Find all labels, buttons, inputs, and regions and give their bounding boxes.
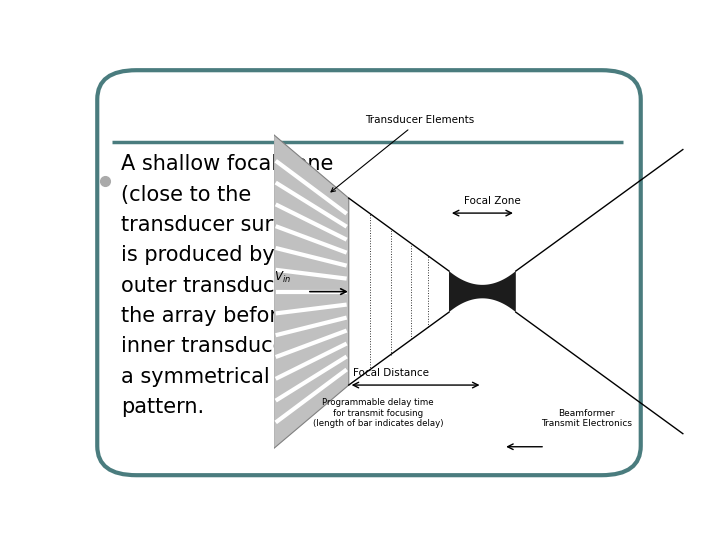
FancyBboxPatch shape <box>97 70 641 475</box>
Text: outer transducers in: outer transducers in <box>121 275 332 295</box>
Polygon shape <box>274 134 348 449</box>
Text: Focal Zone: Focal Zone <box>464 195 521 206</box>
Text: inner transducers in: inner transducers in <box>121 336 330 356</box>
Text: Focal Distance: Focal Distance <box>353 368 428 377</box>
Text: Beamformer
Transmit Electronics: Beamformer Transmit Electronics <box>541 409 632 428</box>
Text: pattern.: pattern. <box>121 397 204 417</box>
Text: transducer surface): transducer surface) <box>121 215 325 235</box>
Text: A shallow focal zone: A shallow focal zone <box>121 154 333 174</box>
Text: Programmable delay time
for transmit focusing
(length of bar indicates delay): Programmable delay time for transmit foc… <box>312 399 444 428</box>
Text: $V_{in}$: $V_{in}$ <box>274 270 291 285</box>
Text: the array before the: the array before the <box>121 306 330 326</box>
Text: is produced by firing: is produced by firing <box>121 245 336 265</box>
Polygon shape <box>449 271 516 312</box>
Text: (close to the: (close to the <box>121 185 251 205</box>
Text: a symmetrical: a symmetrical <box>121 367 269 387</box>
Text: Transducer Elements: Transducer Elements <box>331 116 474 192</box>
